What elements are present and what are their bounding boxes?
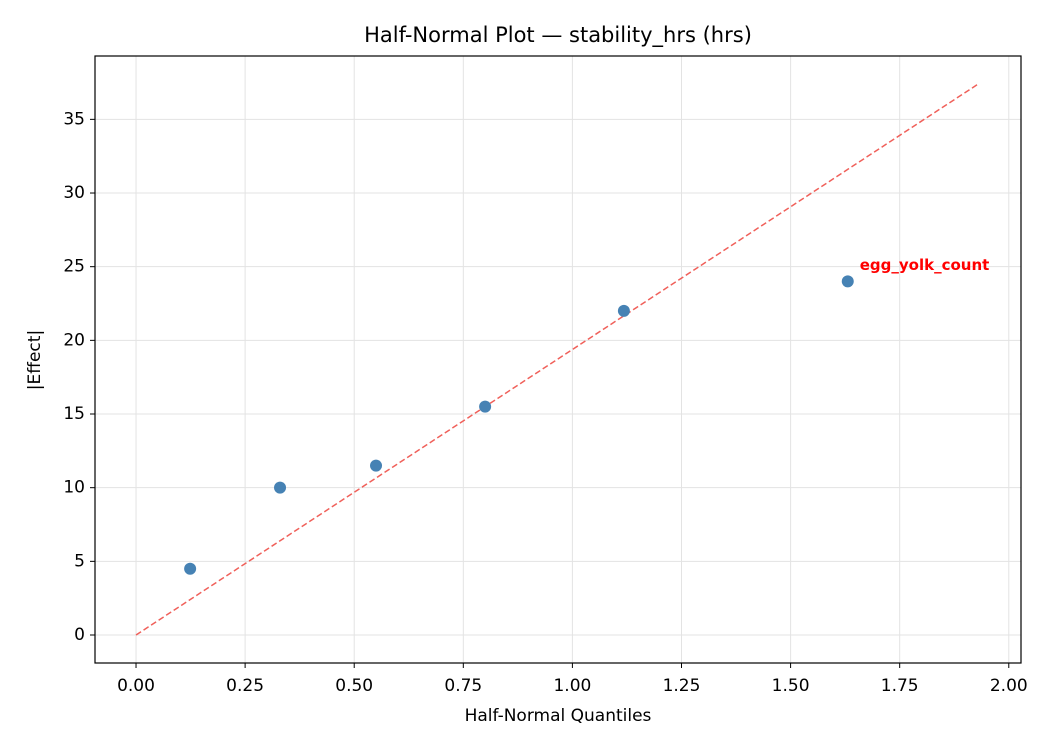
x-tick-label: 0.25 [226, 676, 264, 696]
point [184, 562, 197, 575]
y-tick-label: 25 [63, 257, 85, 277]
point [274, 481, 287, 494]
point [370, 459, 383, 472]
y-tick-label: 10 [63, 478, 85, 498]
chart-title: Half-Normal Plot — stability_hrs (hrs) [364, 23, 752, 48]
reference-line [135, 83, 979, 636]
x-tick-label: 0.00 [117, 676, 155, 696]
point [479, 400, 492, 413]
plot-frame [94, 55, 1022, 664]
y-tick-label: 20 [63, 330, 85, 350]
x-axis-label: Half-Normal Quantiles [465, 706, 652, 726]
point [617, 304, 630, 317]
y-tick-label: 0 [74, 625, 85, 645]
y-tick-label: 5 [74, 551, 85, 571]
annotation: egg_yolk_count [860, 256, 990, 274]
y-tick-label: 30 [63, 183, 85, 203]
x-tick-label: 1.00 [553, 676, 591, 696]
point [841, 275, 854, 288]
x-tick-label: 0.75 [444, 676, 482, 696]
y-tick-label: 15 [63, 404, 85, 424]
y-axis-label: |Effect| [25, 330, 45, 390]
y-tick-label: 35 [63, 109, 85, 129]
x-tick-label: 1.25 [663, 676, 701, 696]
x-tick-label: 0.50 [335, 676, 373, 696]
x-tick-label: 1.50 [772, 676, 810, 696]
x-tick-label: 1.75 [881, 676, 919, 696]
x-tick-label: 2.00 [990, 676, 1028, 696]
